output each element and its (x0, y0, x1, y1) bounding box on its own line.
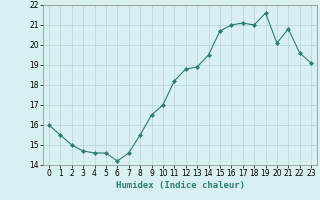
X-axis label: Humidex (Indice chaleur): Humidex (Indice chaleur) (116, 181, 244, 190)
